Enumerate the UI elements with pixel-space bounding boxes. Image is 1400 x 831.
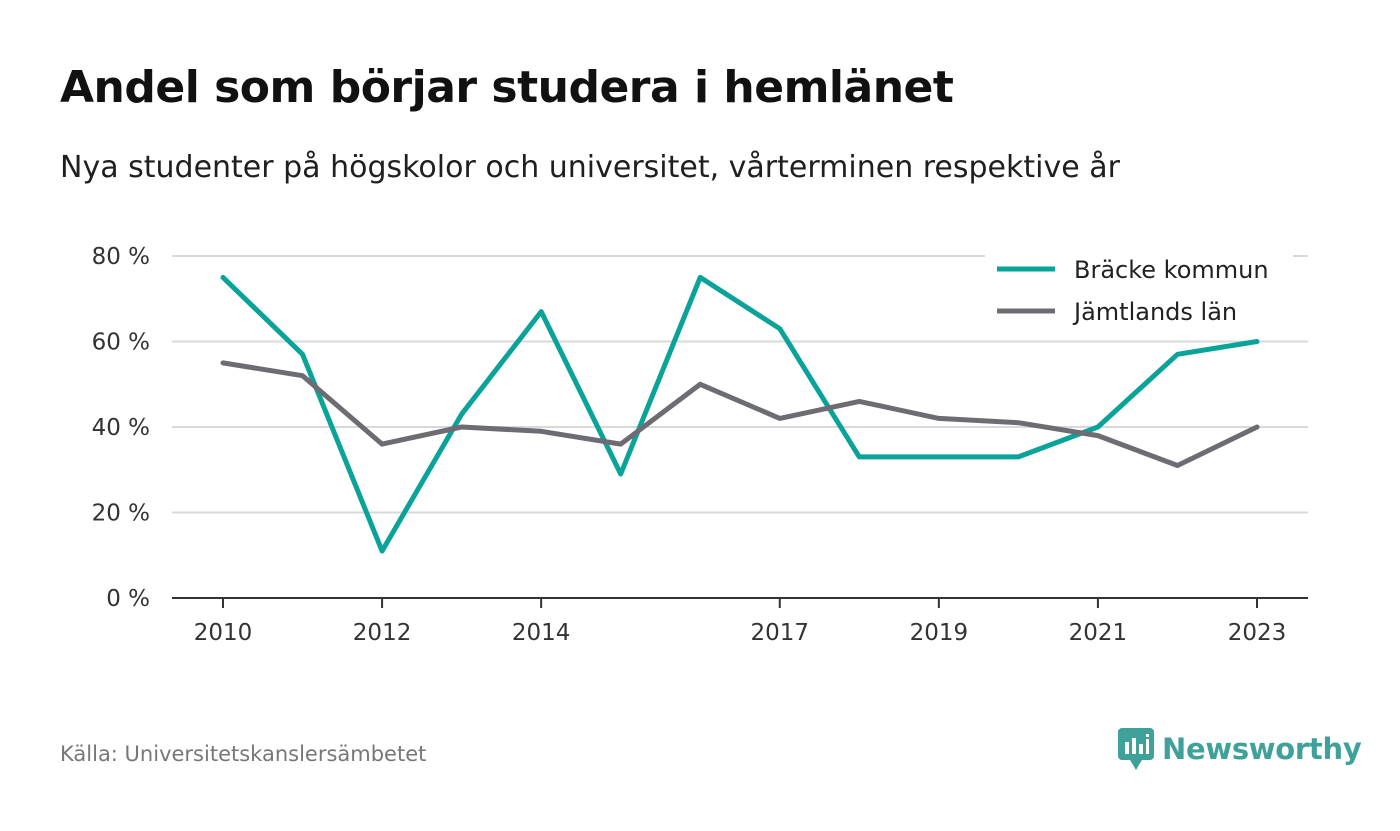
- x-axis-labels: 2010 2012 2014 2017 2019 2021 2023: [194, 598, 1287, 646]
- x-tick-label: 2023: [1228, 620, 1287, 646]
- y-tick-label: 80 %: [92, 244, 150, 270]
- legend[interactable]: Bräcke kommun Jämtlands län: [985, 246, 1293, 338]
- series-lines: [220, 274, 1260, 554]
- chart-title: Andel som börjar studera i hemlänet: [60, 62, 954, 113]
- legend-background: [985, 246, 1293, 338]
- y-tick-label: 40 %: [92, 415, 150, 441]
- series-line-2: [220, 360, 1260, 468]
- x-tick-label: 2014: [512, 620, 571, 646]
- brand-name: Newsworthy: [1162, 732, 1362, 766]
- brand-logo[interactable]: Newsworthy: [1118, 728, 1362, 770]
- legend-label: Bräcke kommun: [1074, 256, 1269, 284]
- legend-label: Jämtlands län: [1072, 298, 1237, 326]
- x-tick-label: 2017: [750, 620, 809, 646]
- x-tick-label: 2021: [1069, 620, 1128, 646]
- x-tick-label: 2012: [353, 620, 412, 646]
- y-tick-label: 0 %: [106, 586, 150, 612]
- chart-subtitle: Nya studenter på högskolor och universit…: [60, 150, 1120, 185]
- y-tick-label: 60 %: [92, 330, 150, 356]
- x-tick-label: 2010: [194, 620, 253, 646]
- y-axis-labels: 0 % 20 % 40 % 60 % 80 %: [92, 244, 150, 612]
- y-tick-label: 20 %: [92, 501, 150, 527]
- x-tick-label: 2019: [910, 620, 969, 646]
- newsworthy-logo-icon: [1118, 728, 1154, 770]
- source-note: Källa: Universitetskanslersämbetet: [60, 742, 427, 766]
